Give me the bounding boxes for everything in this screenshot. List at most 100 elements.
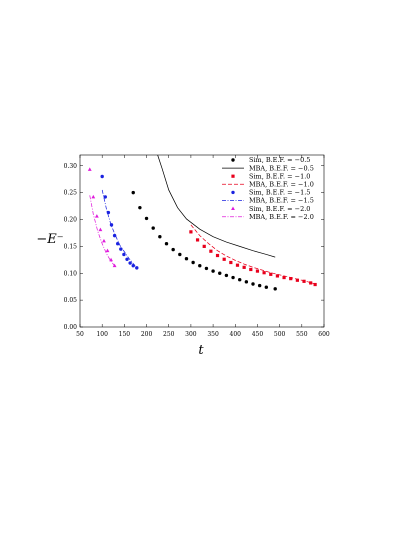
data-point — [102, 238, 106, 243]
data-point — [135, 266, 139, 270]
data-point — [231, 275, 235, 280]
y-tick-label: 0.10 — [64, 270, 78, 277]
data-point — [238, 278, 242, 282]
x-tick-label: 250 — [163, 331, 175, 338]
data-point — [87, 167, 92, 171]
x-tick-label: 400 — [230, 331, 242, 338]
y-tick-label: 0.25 — [64, 190, 78, 197]
y-tick-label: 0.00 — [64, 324, 78, 331]
data-point — [255, 269, 260, 273]
series-line — [157, 155, 276, 258]
data-point — [264, 285, 269, 289]
legend-label: Sim, B.E.F. = −1.5 — [249, 189, 310, 197]
y-tick-label: 0.05 — [64, 297, 78, 304]
legend-label: Sim, B.E.F. = −0.5 — [249, 156, 310, 164]
legend-label: MBA, B.E.F. = −1.5 — [249, 197, 314, 205]
data-point — [178, 252, 182, 257]
legend-item: Sim, B.E.F. = −0.5 — [231, 156, 310, 164]
data-point — [273, 287, 277, 291]
series-line — [89, 195, 115, 266]
data-point — [195, 238, 200, 242]
data-point — [191, 260, 195, 265]
legend-label: MBA, B.E.F. = −0.5 — [249, 164, 314, 172]
x-tick-label: 150 — [119, 331, 131, 338]
data-point — [125, 257, 129, 261]
data-point — [184, 257, 189, 261]
data-point — [242, 265, 246, 269]
x-tick-label: 300 — [185, 331, 197, 338]
data-point — [105, 248, 110, 253]
series-5 — [100, 174, 139, 270]
data-point — [103, 195, 107, 199]
legend-label: MBA, B.E.F. = −1.0 — [249, 181, 314, 189]
data-point — [209, 249, 213, 253]
data-point — [116, 241, 120, 246]
series-8 — [89, 195, 115, 266]
x-tick-label: 450 — [252, 331, 264, 338]
x-tick-label: 350 — [207, 331, 219, 338]
data-point — [262, 271, 266, 275]
data-point — [289, 277, 293, 281]
data-point — [244, 280, 249, 284]
series-line — [190, 224, 316, 285]
legend-marker-swatch — [231, 174, 235, 178]
legend-marker-swatch — [231, 206, 235, 210]
series-6 — [101, 189, 138, 269]
data-point — [131, 190, 135, 195]
series-2 — [157, 155, 276, 258]
x-tick-label: 100 — [96, 331, 108, 338]
data-point — [269, 272, 273, 276]
series-1 — [131, 190, 277, 291]
legend-label: MBA, B.E.F. = −2.0 — [249, 213, 314, 221]
data-point — [222, 257, 226, 261]
data-point — [218, 271, 222, 275]
legend-label: Sim, B.E.F. = −2.0 — [249, 205, 310, 213]
plot-frame — [79, 154, 325, 328]
series-7 — [87, 167, 117, 268]
data-point — [138, 205, 142, 210]
legend-marker-swatch — [231, 190, 235, 195]
data-point — [275, 274, 280, 278]
x-tick-label: 550 — [296, 331, 308, 338]
x-tick-label: 500 — [274, 331, 286, 338]
legend-item: MBA, B.E.F. = −1.5 — [222, 197, 314, 205]
legend-item: MBA, B.E.F. = −0.5 — [222, 164, 314, 172]
x-axis-label: t — [198, 343, 204, 358]
data-point — [211, 269, 215, 273]
legend-item: Sim, B.E.F. = −1.0 — [231, 172, 310, 180]
data-point — [251, 282, 255, 286]
data-point — [224, 273, 229, 278]
y-tick-label: 0.20 — [64, 217, 78, 224]
data-point — [235, 263, 240, 267]
data-point — [94, 214, 99, 218]
data-point — [128, 261, 132, 265]
data-point — [249, 267, 253, 272]
y-axis-label: −E⁻ — [36, 232, 63, 247]
data-point — [229, 260, 233, 265]
x-tick-label: 200 — [141, 331, 153, 338]
data-point — [215, 253, 220, 258]
legend-item: MBA, B.E.F. = −2.0 — [222, 213, 314, 221]
data-point — [171, 247, 175, 252]
data-point — [158, 235, 162, 239]
series-4 — [190, 224, 316, 285]
data-point — [112, 233, 117, 238]
data-point — [282, 275, 286, 280]
data-point — [164, 241, 169, 246]
x-tick-label: 600 — [318, 331, 330, 338]
y-tick-label: 0.30 — [64, 163, 78, 170]
y-tick-label: 0.15 — [64, 243, 78, 250]
data-point — [309, 281, 313, 285]
data-point — [144, 216, 149, 221]
axis-ticks: 50 100 150 200 250 300 350 400 450 500 550 600 0.00 0… — [64, 155, 330, 338]
data-point — [302, 279, 306, 283]
data-point — [257, 283, 262, 288]
legend-item: Sim, B.E.F. = −2.0 — [231, 205, 310, 213]
series-layer — [87, 155, 317, 291]
data-point — [100, 174, 104, 179]
data-point — [151, 226, 155, 230]
legend-marker-swatch — [231, 158, 235, 162]
data-point — [198, 264, 202, 268]
